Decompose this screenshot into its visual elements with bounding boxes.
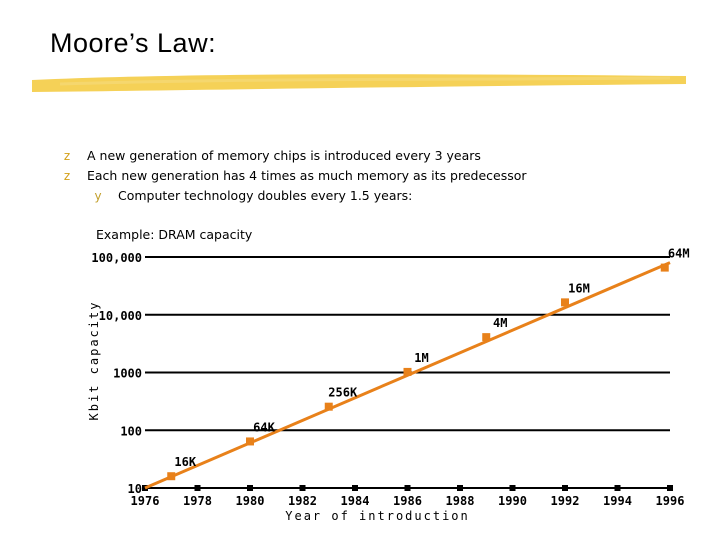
data-label: 16K <box>174 455 196 469</box>
y-tick-label: 1000 <box>113 367 142 381</box>
x-tick-mark <box>457 485 463 491</box>
bullet-list: z A new generation of memory chips is in… <box>60 146 527 206</box>
data-point <box>403 367 412 376</box>
underline-brush-stroke-2 <box>59 76 671 86</box>
data-point <box>561 298 569 307</box>
data-point <box>660 263 669 272</box>
data-label: 1M <box>414 351 428 365</box>
x-tick-mark <box>194 485 201 491</box>
sub-bullet-text: Computer technology doubles every 1.5 ye… <box>118 188 413 203</box>
data-label: 256K <box>328 386 358 400</box>
x-tick-label: 1996 <box>656 494 685 508</box>
bullet-text: A new generation of memory chips is intr… <box>87 148 481 163</box>
data-label: 16M <box>568 281 590 295</box>
bullet-marker-icon: z <box>63 149 71 163</box>
x-tick-mark <box>247 485 253 491</box>
x-tick-mark <box>562 485 568 491</box>
x-tick-label: 1982 <box>288 494 317 508</box>
y-tick-label: 100 <box>120 424 142 438</box>
data-label: 4M <box>493 316 507 330</box>
data-point <box>324 402 333 411</box>
data-label: 64M <box>668 247 690 261</box>
y-tick-label: 10 <box>128 482 142 496</box>
data-point <box>246 437 254 446</box>
x-tick-mark <box>667 485 673 491</box>
y-tick-label: 100,000 <box>91 251 142 265</box>
y-axis-title: Kbit capacity <box>87 301 101 421</box>
x-tick-label: 1990 <box>498 494 527 508</box>
bullet-text: Each new generation has 4 times as much … <box>87 168 527 183</box>
x-tick-mark <box>614 485 621 491</box>
y-tick-label: 10,000 <box>99 309 142 323</box>
x-tick-label: 1988 <box>446 494 475 508</box>
x-tick-label: 1986 <box>393 494 422 508</box>
x-tick-label: 1978 <box>183 494 212 508</box>
x-tick-label: 1980 <box>236 494 265 508</box>
x-tick-mark <box>299 485 306 491</box>
x-tick-label: 1994 <box>603 494 632 508</box>
slide-title: Moore’s Law: <box>50 28 217 58</box>
sub-bullet-marker-icon: y <box>94 189 102 203</box>
x-tick-mark <box>404 485 411 491</box>
bullet-item: z A new generation of memory chips is in… <box>60 146 527 166</box>
example-caption: Example: DRAM capacity <box>96 227 253 242</box>
x-tick-mark <box>509 485 516 491</box>
bullet-item: z Each new generation has 4 times as muc… <box>60 166 527 186</box>
data-point <box>167 472 176 481</box>
x-tick-mark <box>352 485 358 491</box>
x-tick-label: 1976 <box>131 494 160 508</box>
bullet-marker-icon: z <box>63 169 71 183</box>
data-point <box>482 333 491 342</box>
x-tick-label: 1984 <box>341 494 370 508</box>
title-underline <box>32 74 686 92</box>
sub-bullet-item: y Computer technology doubles every 1.5 … <box>60 186 527 206</box>
x-tick-label: 1992 <box>551 494 580 508</box>
x-axis-title: Year of introduction <box>285 509 470 523</box>
data-label: 64K <box>253 420 275 434</box>
